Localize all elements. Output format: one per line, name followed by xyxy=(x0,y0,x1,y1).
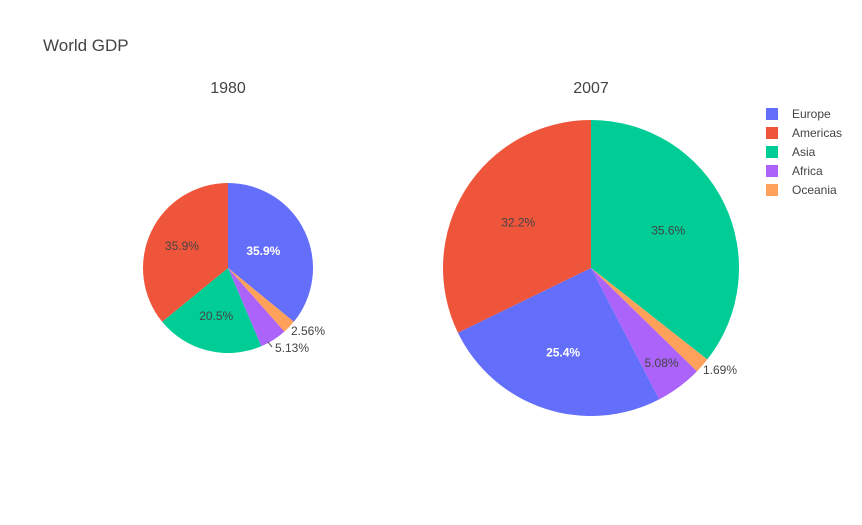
legend-label-africa: Africa xyxy=(792,164,823,178)
legend-swatch-africa xyxy=(766,165,778,177)
legend-label-americas: Americas xyxy=(792,126,842,140)
slice-1980-asia[interactable] xyxy=(162,268,262,353)
slice-label-1980-oceania: 2.56% xyxy=(291,324,325,338)
legend: Europe Americas Asia Africa Oceania xyxy=(766,107,842,197)
slice-label-1980-europe: 35.9% xyxy=(246,244,280,258)
pies-group: 1980 35.9% 2.56% 5.13% 20.5% 35.9% 2007 35.6% 1.… xyxy=(142,80,739,416)
legend-item-africa[interactable]: Africa xyxy=(766,164,823,178)
slice-label-2007-oceania: 1.69% xyxy=(703,363,737,377)
slice-label-1980-americas: 35.9% xyxy=(165,239,199,253)
pie-title-2007: 2007 xyxy=(573,80,609,97)
slice-1980-europe[interactable] xyxy=(228,183,313,322)
slice-1980-africa[interactable] xyxy=(228,268,285,347)
legend-swatch-europe xyxy=(766,108,778,120)
legend-item-americas[interactable]: Americas xyxy=(766,126,842,140)
slice-label-1980-asia: 20.5% xyxy=(199,309,233,323)
legend-swatch-americas xyxy=(766,127,778,139)
pie-2007: 2007 35.6% 1.69% 5.08% 25.4% 32.2% xyxy=(443,80,739,416)
legend-item-asia[interactable]: Asia xyxy=(766,145,816,159)
pie-title-1980: 1980 xyxy=(210,80,246,97)
slice-2007-africa[interactable] xyxy=(591,268,697,400)
slice-label-2007-asia: 35.6% xyxy=(651,224,685,238)
legend-swatch-oceania xyxy=(766,184,778,196)
slice-2007-asia[interactable] xyxy=(591,120,739,360)
slice-label-2007-americas: 32.2% xyxy=(501,215,535,229)
slice-label-2007-africa: 5.08% xyxy=(645,356,679,370)
label-leader-1980-africa xyxy=(267,341,273,348)
slice-2007-oceania[interactable] xyxy=(591,268,708,372)
slice-label-2007-europe: 25.4% xyxy=(546,345,580,359)
legend-item-oceania[interactable]: Oceania xyxy=(766,183,837,197)
slice-2007-europe[interactable] xyxy=(457,268,660,416)
legend-swatch-asia xyxy=(766,146,778,158)
slice-2007-americas[interactable] xyxy=(443,120,591,333)
chart-title: World GDP xyxy=(43,36,129,55)
pie-1980: 1980 35.9% 2.56% 5.13% 20.5% 35.9% xyxy=(142,80,325,355)
legend-label-europe: Europe xyxy=(792,107,831,121)
legend-label-oceania: Oceania xyxy=(792,183,837,197)
slice-label-1980-africa: 5.13% xyxy=(275,341,309,355)
slice-1980-oceania[interactable] xyxy=(228,268,294,332)
slice-1980-americas[interactable] xyxy=(142,183,228,322)
legend-label-asia: Asia xyxy=(792,145,816,159)
legend-item-europe[interactable]: Europe xyxy=(766,107,831,121)
